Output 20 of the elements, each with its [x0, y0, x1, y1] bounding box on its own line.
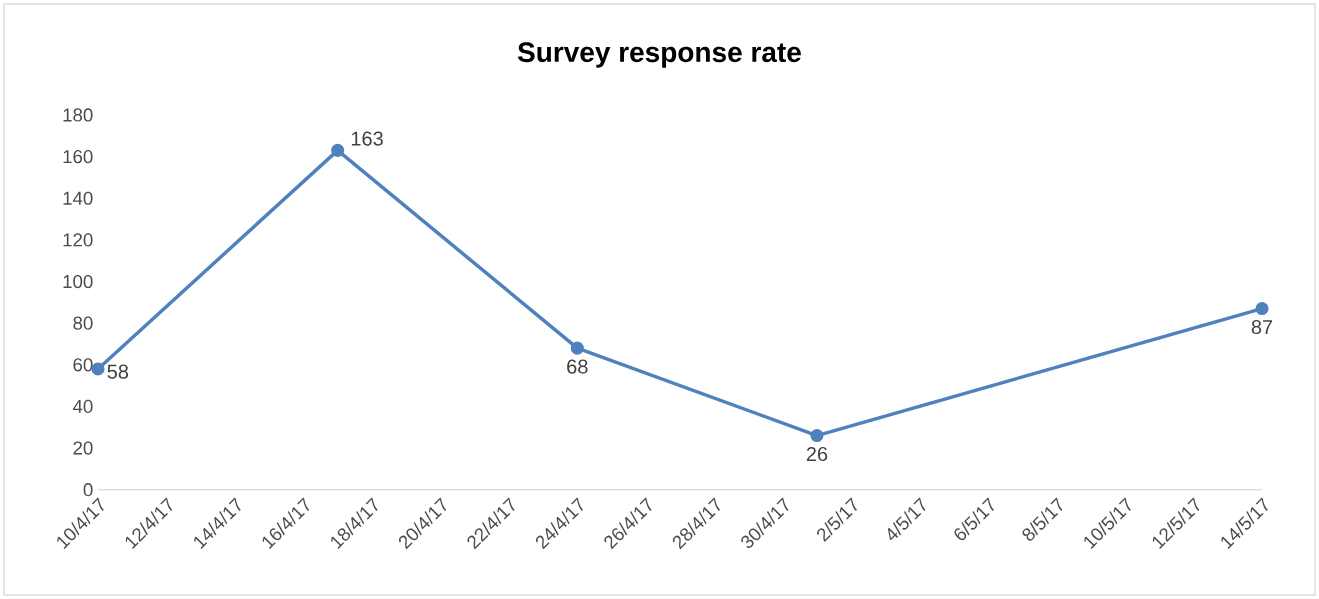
data-label: 68	[567, 359, 588, 374]
y-tick-label: 140	[63, 191, 93, 205]
data-label: 58	[107, 364, 129, 379]
data-label: 26	[806, 446, 828, 462]
y-tick-label: 100	[63, 274, 93, 289]
data-label: 87	[1251, 319, 1273, 335]
y-tick-label: 20	[73, 441, 93, 455]
y-tick-label: 180	[63, 108, 93, 122]
point	[331, 143, 345, 157]
point	[810, 429, 824, 443]
y-tick-label: 40	[72, 399, 93, 414]
y-tick-label: 120	[63, 233, 93, 247]
y-tick-label: 80	[73, 316, 93, 330]
chart-title: Survey response rate	[517, 42, 801, 68]
y-tick-label: 160	[63, 150, 93, 164]
point	[1255, 302, 1269, 316]
y-tick-label: 60	[73, 358, 93, 372]
point	[570, 341, 584, 355]
data-label: 163	[351, 131, 383, 146]
y-tick-label: 0	[83, 483, 93, 497]
